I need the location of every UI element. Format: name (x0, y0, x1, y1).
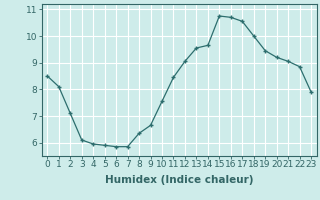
X-axis label: Humidex (Indice chaleur): Humidex (Indice chaleur) (105, 175, 253, 185)
